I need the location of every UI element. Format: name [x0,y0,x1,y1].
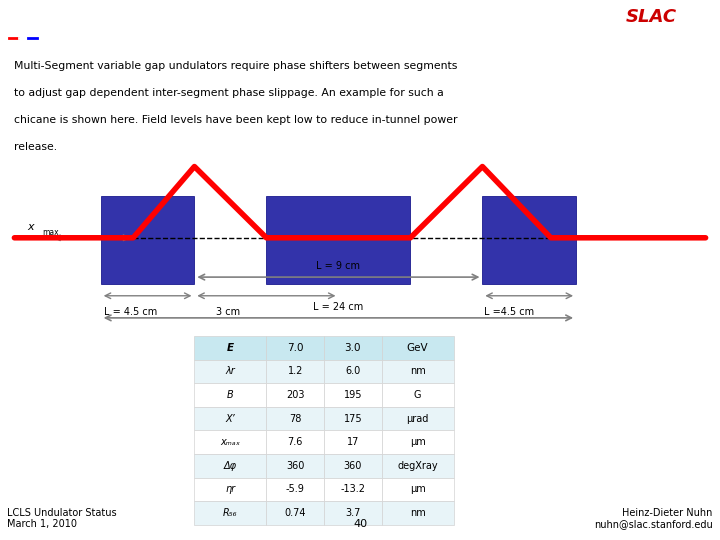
FancyBboxPatch shape [194,454,266,477]
Text: ηr: ηr [225,484,235,495]
Text: 175: 175 [343,414,362,423]
Text: Multi-Segment variable gap undulators require phase shifters between segments: Multi-Segment variable gap undulators re… [14,61,458,71]
FancyBboxPatch shape [324,430,382,454]
Text: Δφ: Δφ [224,461,237,471]
FancyBboxPatch shape [382,430,454,454]
FancyBboxPatch shape [266,196,410,285]
FancyBboxPatch shape [324,383,382,407]
Text: 360: 360 [343,461,362,471]
FancyBboxPatch shape [482,196,576,285]
Text: max: max [42,228,58,237]
Text: G: G [414,390,421,400]
Text: 7.0: 7.0 [287,343,303,353]
FancyBboxPatch shape [382,383,454,407]
Text: SLAC: SLAC [626,8,678,26]
FancyBboxPatch shape [266,360,324,383]
Text: xₘₐₓ: xₘₐₓ [220,437,240,447]
FancyBboxPatch shape [194,501,266,525]
Text: 3 cm: 3 cm [216,307,240,316]
FancyBboxPatch shape [101,196,194,285]
Text: nm: nm [410,508,426,518]
Text: λr: λr [225,367,235,376]
FancyBboxPatch shape [382,454,454,477]
FancyBboxPatch shape [382,477,454,501]
FancyBboxPatch shape [324,501,382,525]
Text: LCLS Undulator Status
March 1, 2010: LCLS Undulator Status March 1, 2010 [7,508,117,529]
Text: x: x [27,222,35,232]
Text: L = 4.5 cm: L = 4.5 cm [104,307,158,316]
FancyBboxPatch shape [266,501,324,525]
FancyBboxPatch shape [382,336,454,360]
Text: 17: 17 [346,437,359,447]
FancyBboxPatch shape [194,477,266,501]
Text: to adjust gap dependent inter-segment phase slippage. An example for such a: to adjust gap dependent inter-segment ph… [14,88,444,98]
FancyBboxPatch shape [266,430,324,454]
Text: LCLS: LCLS [11,9,64,28]
FancyBboxPatch shape [194,336,266,360]
FancyBboxPatch shape [382,501,454,525]
Text: Heinz-Dieter Nuhn
nuhn@slac.stanford.edu: Heinz-Dieter Nuhn nuhn@slac.stanford.edu [594,508,713,529]
Text: nm: nm [410,367,426,376]
FancyBboxPatch shape [194,360,266,383]
FancyBboxPatch shape [266,454,324,477]
Text: 360: 360 [286,461,305,471]
Text: μrad: μrad [406,414,429,423]
FancyBboxPatch shape [324,360,382,383]
Text: L = 9 cm: L = 9 cm [316,261,361,271]
Text: L = 24 cm: L = 24 cm [313,302,364,312]
FancyBboxPatch shape [266,477,324,501]
Text: E: E [227,343,234,353]
Text: 40: 40 [353,519,367,529]
FancyBboxPatch shape [194,407,266,430]
Text: 6.0: 6.0 [345,367,361,376]
Text: 1.2: 1.2 [287,367,303,376]
FancyBboxPatch shape [382,360,454,383]
Text: 0.74: 0.74 [284,508,306,518]
Text: 78: 78 [289,414,302,423]
FancyBboxPatch shape [324,336,382,360]
FancyBboxPatch shape [266,407,324,430]
Text: μm: μm [410,437,426,447]
Text: 195: 195 [343,390,362,400]
FancyBboxPatch shape [194,383,266,407]
FancyBboxPatch shape [324,477,382,501]
Text: X’: X’ [225,414,235,423]
Text: 3.7: 3.7 [345,508,361,518]
FancyBboxPatch shape [324,454,382,477]
Text: 203: 203 [286,390,305,400]
Text: STANFORD ACCELERATOR LABORATORY: STANFORD ACCELERATOR LABORATORY [603,36,700,40]
Text: 7.6: 7.6 [287,437,303,447]
Text: GeV: GeV [407,343,428,353]
Text: chicane is shown here. Field levels have been kept low to reduce in-tunnel power: chicane is shown here. Field levels have… [14,115,458,125]
Text: release.: release. [14,142,58,152]
FancyBboxPatch shape [266,383,324,407]
Text: L =4.5 cm: L =4.5 cm [484,307,534,316]
Text: B: B [227,390,234,400]
Text: 3.0: 3.0 [345,343,361,353]
Text: μm: μm [410,484,426,495]
FancyBboxPatch shape [266,336,324,360]
FancyBboxPatch shape [324,407,382,430]
Text: Example Chicane Dimensions: Example Chicane Dimensions [176,14,544,35]
FancyBboxPatch shape [194,430,266,454]
Text: R₅₆: R₅₆ [223,508,238,518]
Text: degXray: degXray [397,461,438,471]
Text: -5.9: -5.9 [286,484,305,495]
Text: -13.2: -13.2 [341,484,365,495]
FancyBboxPatch shape [382,407,454,430]
